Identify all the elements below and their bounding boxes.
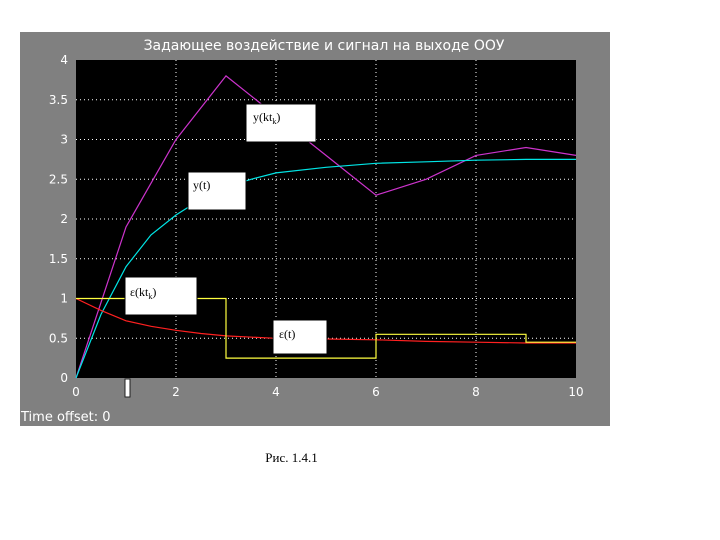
series-line-y-t xyxy=(75,158,576,379)
y-tick-label: 2 xyxy=(60,212,68,226)
y-tick-label: 3 xyxy=(60,133,68,147)
annotation-eps-ktk: ε(ktk) xyxy=(124,276,198,316)
x-tick-label: 10 xyxy=(568,385,583,399)
time-offset-label: Time offset: 0 xyxy=(20,410,111,425)
y-tick-label: 0.5 xyxy=(49,331,68,345)
time-slider-handle[interactable] xyxy=(124,378,131,398)
series-line-eps-ktk xyxy=(76,297,576,359)
series-line-eps-t xyxy=(75,297,576,344)
series-layer xyxy=(75,75,577,379)
y-tick-label: 3.5 xyxy=(49,93,68,107)
svg-text:y(t): y(t) xyxy=(193,178,210,192)
x-tick-label: 4 xyxy=(272,385,280,399)
x-tick-label: 0 xyxy=(72,385,80,399)
annotation-eps-t: ε(t) xyxy=(272,319,328,355)
y-tick-label: 2.5 xyxy=(49,172,68,186)
y-tick-label: 4 xyxy=(60,53,68,67)
figure-caption: Рис. 1.4.1 xyxy=(265,450,318,465)
y-tick-label: 1 xyxy=(60,292,68,306)
annotation-y-t: y(t) xyxy=(187,171,247,211)
y-tick-labels: 0 0.5 1 1.5 2 2.5 3 3.5 4 xyxy=(49,53,68,385)
x-tick-labels: 0 2 4 6 8 10 xyxy=(72,385,583,399)
svg-text:y(ktk): y(ktk) xyxy=(253,110,280,126)
y-tick-label: 0 xyxy=(60,371,68,385)
chart-title: Задающее воздействие и сигнал на выходе … xyxy=(144,38,505,54)
x-tick-label: 6 xyxy=(372,385,380,399)
x-tick-label: 2 xyxy=(172,385,180,399)
svg-text:ε(ktk): ε(ktk) xyxy=(130,285,156,301)
svg-text:ε(t): ε(t) xyxy=(279,327,295,341)
x-tick-label: 8 xyxy=(472,385,480,399)
series-line-y-ktk xyxy=(75,75,577,379)
annotation-y-ktk: y(ktk) xyxy=(245,103,317,143)
grid-lines xyxy=(76,60,576,378)
y-tick-label: 1.5 xyxy=(49,252,68,266)
